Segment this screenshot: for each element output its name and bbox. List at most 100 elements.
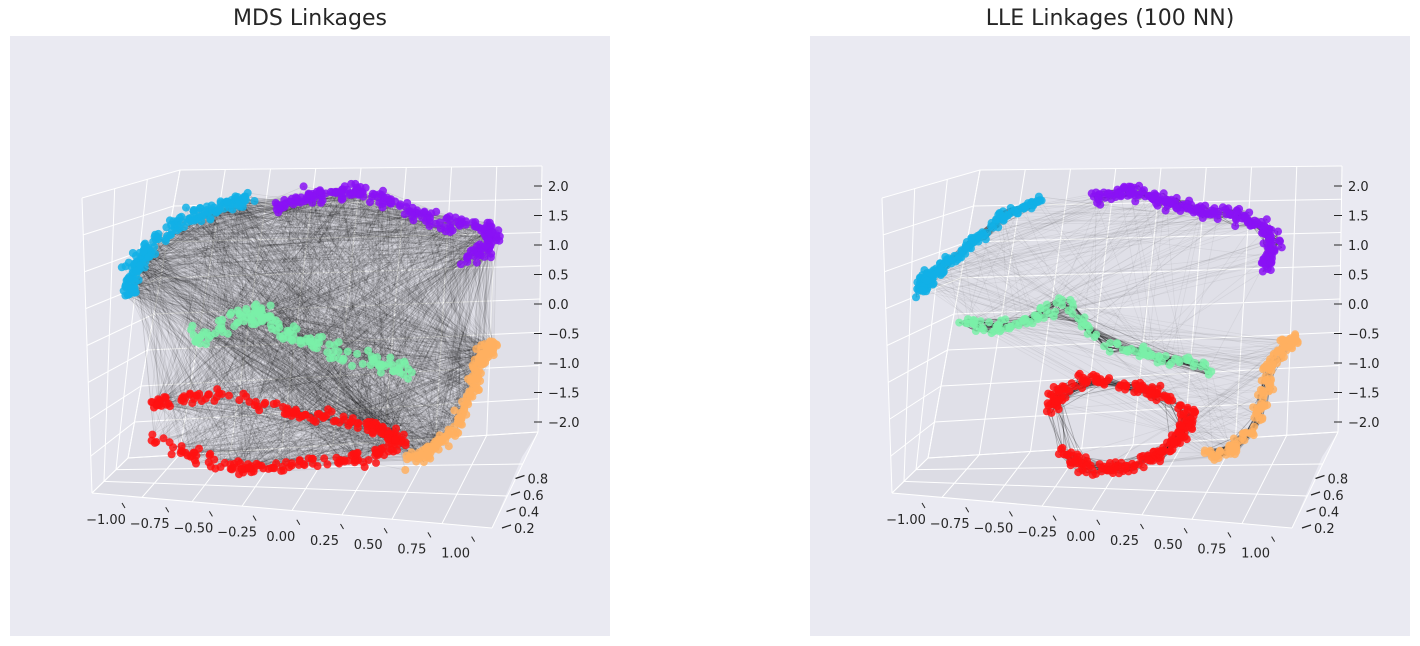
data-point <box>228 463 237 472</box>
linkage-line <box>216 211 400 369</box>
linkage-line <box>159 400 462 420</box>
linkage-line <box>157 236 468 263</box>
linkage-line <box>169 187 366 407</box>
linkage-line <box>173 395 467 448</box>
linkage-line <box>143 213 432 253</box>
linkage-line <box>377 256 485 454</box>
linkage-line <box>149 250 491 343</box>
linkage-line <box>210 335 336 422</box>
linkage-line <box>293 204 473 377</box>
linkage-line <box>131 236 492 288</box>
linkage-line <box>278 224 466 325</box>
linkage-line <box>131 250 478 288</box>
linkage-line <box>129 292 250 403</box>
linkage-line <box>312 244 481 464</box>
linkage-line <box>382 245 491 429</box>
linkage-line <box>143 250 263 314</box>
data-point <box>406 453 415 462</box>
linkage-line <box>241 201 243 470</box>
linkage-line <box>131 287 345 421</box>
linkage-line <box>143 251 305 466</box>
data-point <box>234 200 243 209</box>
linkage-line <box>216 213 417 390</box>
z-tick-label: −0.5 <box>1348 328 1380 343</box>
linkage-line <box>335 192 464 414</box>
linkage-line <box>153 200 245 408</box>
linkage-line <box>390 199 468 399</box>
linkage-line <box>155 239 488 348</box>
linkage-line <box>177 230 490 249</box>
linkage-line <box>158 238 478 366</box>
linkage-line <box>278 212 417 325</box>
linkage-line <box>351 194 354 366</box>
linkage-line <box>352 203 391 455</box>
linkage-line <box>254 313 490 355</box>
linkage-line <box>323 378 479 419</box>
linkage-line <box>149 255 492 347</box>
data-point <box>215 206 224 215</box>
linkage-line <box>297 200 384 415</box>
linkage-line <box>179 217 334 359</box>
x-tick-label: −0.50 <box>173 521 213 536</box>
data-point <box>409 216 418 225</box>
linkage-line <box>446 217 489 355</box>
data-point <box>159 434 168 443</box>
linkage-line <box>251 359 475 473</box>
x-gridline <box>1286 166 1298 436</box>
linkage-line <box>143 231 493 253</box>
data-point <box>391 197 400 206</box>
linkage-line <box>370 249 489 366</box>
data-point <box>399 430 408 439</box>
linkage-line <box>411 216 481 359</box>
linkage-line <box>168 218 211 404</box>
z-gridline <box>881 169 981 199</box>
linkage-line <box>220 201 406 365</box>
linkage-line <box>155 239 269 470</box>
linkage-line <box>121 266 491 343</box>
data-point <box>448 226 457 235</box>
linkage-line <box>224 226 477 464</box>
z-tick-label: 2.0 <box>548 180 569 195</box>
x-tick-mark <box>1052 515 1057 521</box>
linkage-line <box>131 191 361 288</box>
linkage-line <box>132 199 247 293</box>
linkage-line <box>154 234 192 330</box>
linkage-line <box>371 396 473 429</box>
linkage-line <box>377 197 381 365</box>
linkage-line <box>394 201 456 436</box>
data-point <box>195 444 203 453</box>
linkage-line <box>273 409 288 469</box>
linkage-line <box>304 200 406 443</box>
linkage-line <box>326 352 359 461</box>
linkage-line <box>276 204 391 358</box>
data-point <box>197 331 206 340</box>
linkage-line <box>125 284 483 358</box>
linkage-line <box>156 263 462 406</box>
linkage-line <box>394 387 475 441</box>
linkage-line <box>154 236 489 355</box>
linkage-line <box>125 257 468 286</box>
data-point <box>437 435 446 444</box>
linkage-line <box>139 252 300 466</box>
linkage-line <box>196 421 458 456</box>
linkage-line <box>132 212 425 276</box>
linkage-line <box>422 253 492 451</box>
linkage-line <box>133 264 277 464</box>
linkage-line <box>300 343 375 425</box>
linkage-line <box>377 348 488 358</box>
linkage-line <box>168 339 199 404</box>
data-point <box>281 200 290 209</box>
linkage-line <box>363 196 391 441</box>
linkage-line <box>422 213 470 392</box>
linkage-line <box>196 197 343 396</box>
linkage-line <box>211 205 440 441</box>
linkage-line <box>170 234 467 399</box>
linkage-line <box>261 368 475 467</box>
linkage-line <box>133 291 490 351</box>
linkage-line <box>291 204 294 416</box>
linkage-line <box>247 192 471 397</box>
linkage-line <box>125 286 257 305</box>
linkage-line <box>243 337 311 394</box>
linkage-line <box>309 193 314 339</box>
linkage-line <box>261 199 310 314</box>
